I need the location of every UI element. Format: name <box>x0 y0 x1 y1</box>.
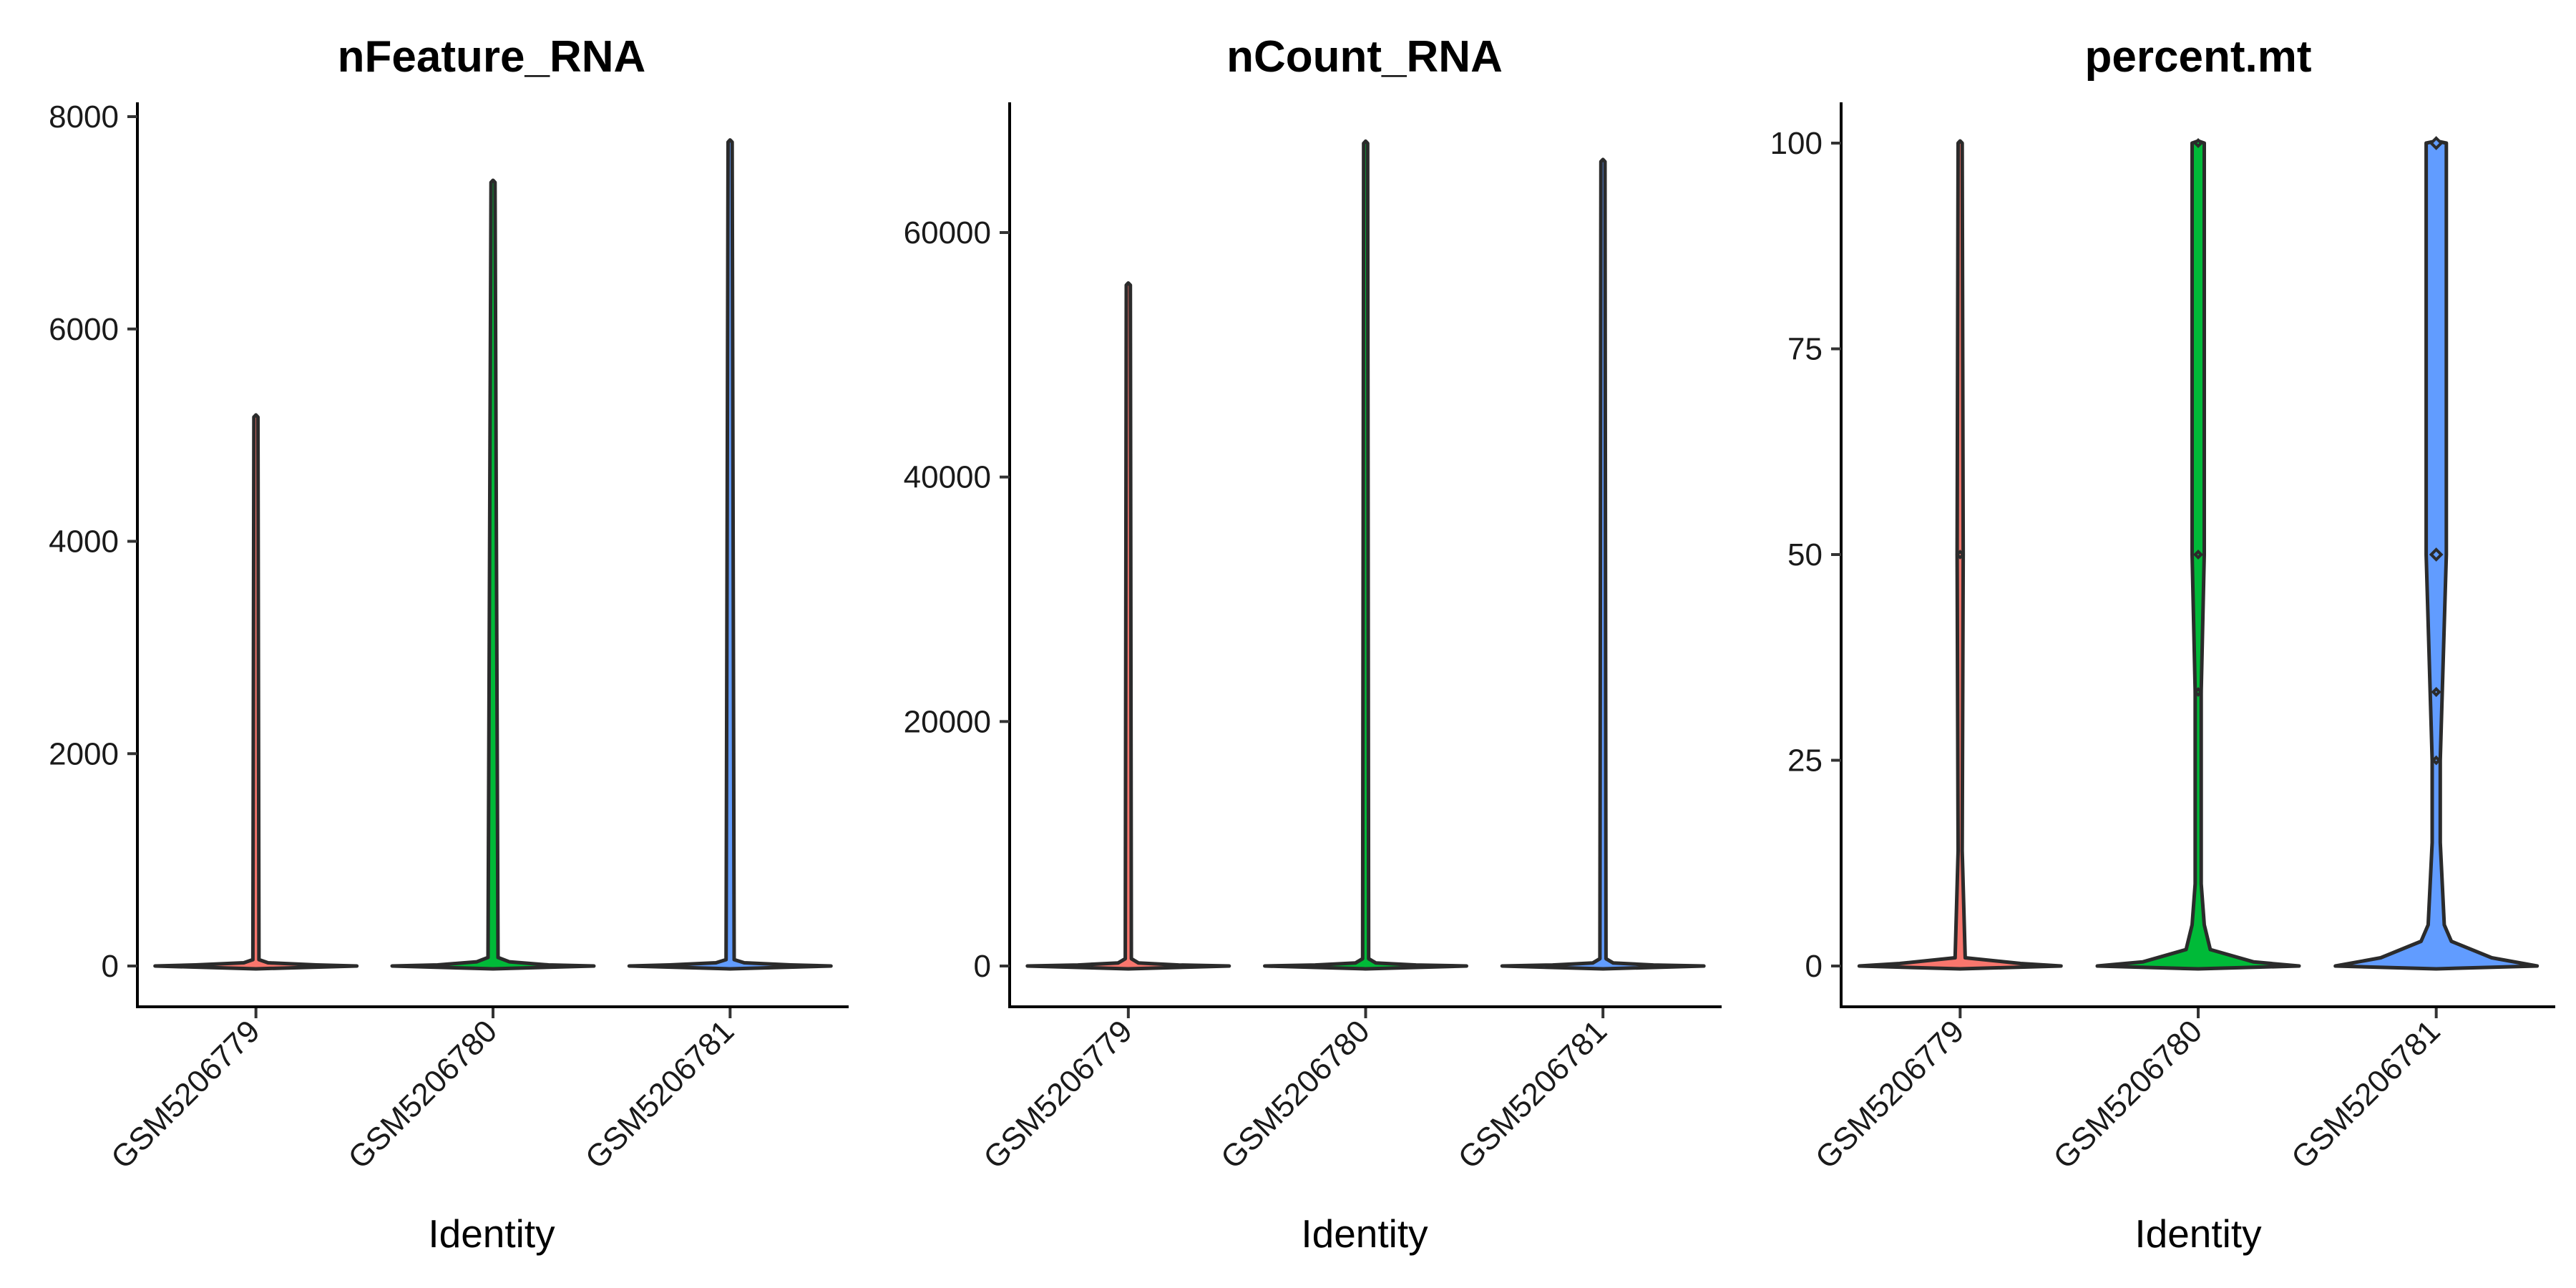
violin-mode-marker <box>1955 550 1966 560</box>
y-tick-label: 2000 <box>49 736 119 771</box>
y-axis-ticks: 0 25 50 75 100 <box>1770 126 1841 984</box>
y-tick-label: 100 <box>1770 126 1823 161</box>
panel-title: nCount_RNA <box>1226 32 1503 82</box>
violin-GSM5206780 <box>1263 139 1468 971</box>
panel-title: percent.mt <box>2085 32 2312 82</box>
x-axis-title: Identity <box>2135 1211 2262 1256</box>
y-tick-label: 75 <box>1787 332 1823 367</box>
violin-mode-marker <box>2193 687 2203 697</box>
violin-GSM5206780 <box>390 178 596 971</box>
y-tick-label: 40000 <box>904 460 991 495</box>
panel-title: nFeature_RNA <box>338 32 646 82</box>
x-axis-title: Identity <box>428 1211 555 1256</box>
violin-mode-marker <box>2192 137 2204 149</box>
y-axis-ticks: 0 20000 40000 60000 <box>904 215 1010 984</box>
y-tick-label: 4000 <box>49 525 119 560</box>
violin-group <box>1857 136 2540 971</box>
violin-GSM5206781 <box>627 138 833 971</box>
y-axis-ticks: 0 2000 4000 6000 8000 <box>49 99 137 984</box>
y-tick-label: 0 <box>1805 949 1823 984</box>
y-tick-label: 25 <box>1787 743 1823 779</box>
violin-mode-marker <box>2429 136 2444 150</box>
x-axis-title: Identity <box>1301 1211 1428 1256</box>
violin-GSM5206781 <box>1500 157 1706 971</box>
violin-GSM5206779 <box>1025 281 1231 971</box>
y-tick-label: 6000 <box>49 312 119 347</box>
violin-GSM5206779 <box>153 413 359 971</box>
y-tick-label: 20000 <box>904 704 991 739</box>
y-tick-label: 0 <box>102 949 119 984</box>
violin-mode-marker <box>2431 687 2441 698</box>
y-tick-label: 60000 <box>904 215 991 250</box>
y-tick-label: 0 <box>974 949 991 984</box>
y-tick-label: 50 <box>1787 537 1823 572</box>
violin-mode-marker <box>2192 549 2204 560</box>
y-tick-label: 8000 <box>49 99 119 135</box>
violin-group <box>1025 139 1706 971</box>
violin-group <box>153 138 833 971</box>
violin-mode-marker <box>2431 755 2441 766</box>
violin-mode-marker <box>2429 547 2444 562</box>
